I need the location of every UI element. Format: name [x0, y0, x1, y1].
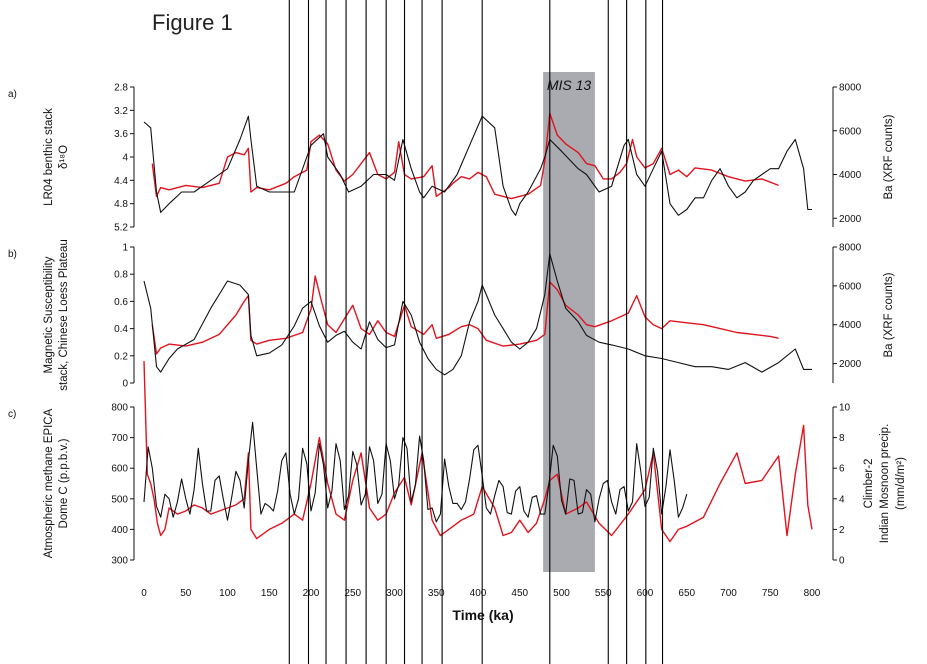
left-tick-label: 600: [111, 464, 128, 475]
x-tick-label: 550: [595, 588, 612, 599]
left-axis-title: Dome C (p.p.b.v.): [58, 438, 70, 528]
panel-1-axes: a) 2.8 3.2 3.6 4 4.4 4.8 5.2 LR04 benthic stack δ…: [8, 83, 895, 234]
left-tick-label: 800: [111, 403, 128, 414]
left-tick-label: 4.8: [114, 199, 128, 210]
axes-layer: a) 2.8 3.2 3.6 4 4.4 4.8 5.2 LR04 benthic stack δ…: [8, 83, 907, 567]
panel-1-red-series: [151, 112, 779, 200]
left-tick-label: 400: [111, 525, 128, 536]
x-tick-label: 100: [219, 588, 236, 599]
right-axis-title: Ba (XRF counts): [883, 272, 895, 357]
right-tick-label: 4000: [839, 170, 862, 181]
x-axis-title: Time (ka): [452, 607, 513, 623]
panel-letter: a): [8, 89, 17, 100]
left-tick-label: 500: [111, 494, 128, 505]
x-tick-label: 0: [141, 588, 147, 599]
panel-2-black-series: [143, 253, 812, 376]
left-axis-title: Atmospheric methane EPICA: [43, 408, 55, 558]
panel-2-red-series: [151, 275, 779, 355]
right-tick-label: 4: [839, 494, 845, 505]
right-tick-label: 10: [839, 403, 851, 414]
x-tick-label: 500: [553, 588, 570, 599]
x-tick-label: 50: [180, 588, 192, 599]
left-tick-label: 3.6: [114, 129, 128, 140]
vertical-lines-layer: [288, 0, 664, 664]
left-tick-label: 0.2: [114, 351, 128, 362]
x-tick-label: 450: [511, 588, 528, 599]
right-tick-label: 0: [839, 556, 845, 567]
x-tick-label: 800: [804, 588, 821, 599]
x-tick-label: 150: [261, 588, 278, 599]
x-tick-label: 350: [428, 588, 445, 599]
left-tick-label: 0.8: [114, 270, 128, 281]
right-tick-label: 6000: [839, 281, 862, 292]
right-axis-title: (mm/d/m²): [895, 457, 907, 510]
x-tick-label: 700: [720, 588, 737, 599]
left-axis-title: LR04 benthic stack: [43, 108, 55, 206]
panel-3-black-series: [143, 421, 688, 523]
x-tick-label: 600: [637, 588, 654, 599]
x-tick-label: 750: [762, 588, 779, 599]
x-tick-label: 250: [344, 588, 361, 599]
left-axis-title: Magnetic Susceptibility: [43, 256, 55, 373]
right-axis-title: Climber-2: [863, 459, 875, 509]
mis-band-label: MIS 13: [547, 77, 592, 93]
panel-letter: b): [8, 249, 17, 260]
x-tick-label: 400: [470, 588, 487, 599]
left-axis-title: stack, Chinese Loess Plateau: [58, 239, 70, 391]
x-tick-label: 200: [303, 588, 320, 599]
right-tick-label: 8: [839, 433, 845, 444]
series-layer: [143, 112, 813, 543]
right-tick-label: 4000: [839, 320, 862, 331]
figure-title: Figure 1: [152, 10, 233, 35]
left-axis-title: δ¹⁸O: [58, 145, 70, 169]
panel-3-axes: c) 300 400 500 600 700 800 Atmospheric methane …: [8, 403, 907, 567]
right-tick-label: 8000: [839, 83, 862, 94]
panel-2-axes: b) 0 0.2 0.4 0.6 0.8 1 Magnetic Susceptibility s…: [8, 239, 895, 391]
left-tick-label: 700: [111, 433, 128, 444]
panel-3-red-series: [143, 361, 813, 543]
left-tick-label: 3.2: [114, 106, 128, 117]
panel-1-black-series: [143, 115, 812, 216]
right-axis-title: Indian Mosnoon precip.: [879, 424, 891, 544]
left-tick-label: 0.4: [114, 324, 128, 335]
left-tick-label: 300: [111, 556, 128, 567]
left-tick-label: 4: [122, 153, 128, 164]
right-axis-title: Ba (XRF counts): [883, 114, 895, 199]
left-tick-label: 2.8: [114, 83, 128, 94]
right-tick-label: 8000: [839, 243, 862, 254]
right-tick-label: 6: [839, 464, 845, 475]
right-tick-label: 6000: [839, 126, 862, 137]
panel-letter: c): [8, 409, 16, 420]
right-tick-label: 2000: [839, 359, 862, 370]
x-tick-label: 300: [386, 588, 403, 599]
x-tick-label: 650: [678, 588, 695, 599]
left-tick-label: 0: [122, 379, 128, 390]
right-tick-label: 2000: [839, 214, 862, 225]
left-tick-label: 0.6: [114, 297, 128, 308]
left-tick-label: 1: [122, 243, 128, 254]
x-axis: 0 50 100 150 200 250 300 350 400 450 500 550 600 650 7…: [141, 588, 821, 599]
right-tick-label: 2: [839, 525, 845, 536]
left-tick-label: 4.4: [114, 176, 128, 187]
left-tick-label: 5.2: [114, 223, 128, 234]
